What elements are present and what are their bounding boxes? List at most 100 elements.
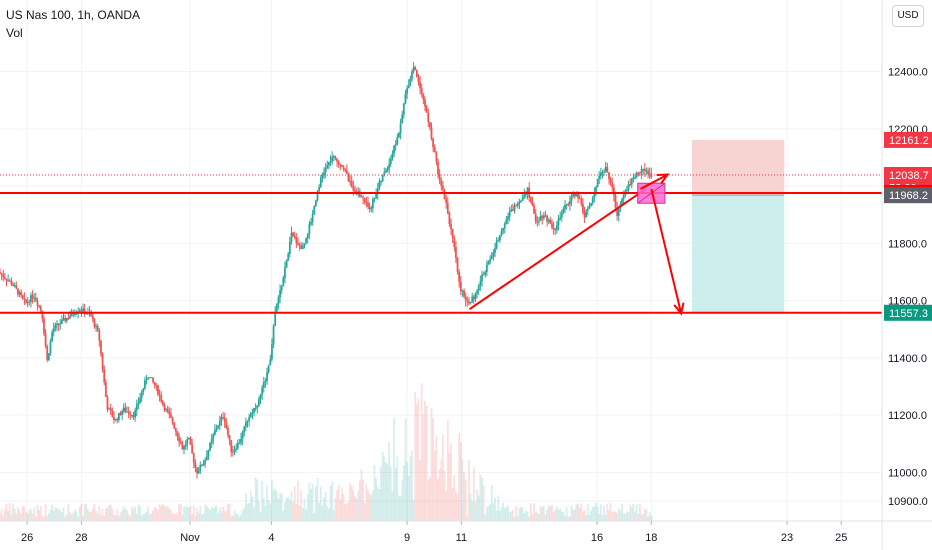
candle-body — [573, 194, 576, 197]
candle-body — [337, 161, 340, 165]
volume-bar — [246, 503, 249, 521]
candle-body — [378, 181, 381, 189]
candle-body — [538, 220, 540, 222]
volume-bar — [520, 506, 522, 521]
candle-body — [419, 82, 422, 89]
candle-body — [258, 399, 260, 406]
volume-bar — [46, 515, 49, 521]
candle-body — [171, 417, 174, 423]
volume-bar — [168, 508, 171, 521]
volume-bar — [572, 509, 575, 521]
candle-body — [503, 223, 506, 229]
volume-bar — [277, 498, 280, 521]
candle-body — [606, 166, 609, 173]
candle-body — [347, 173, 350, 181]
volume-bar — [163, 505, 166, 521]
volume-bar — [214, 506, 216, 521]
candle-body — [547, 219, 550, 222]
candle-body — [562, 209, 565, 213]
x-tick-label: Nov — [180, 532, 200, 544]
volume-bar — [101, 509, 104, 521]
candle-body — [44, 333, 47, 347]
volume-bar — [373, 465, 376, 521]
volume-bar — [383, 456, 386, 521]
volume-bar — [113, 514, 115, 521]
currency-button[interactable]: USD — [892, 5, 924, 27]
candle-body — [148, 377, 151, 379]
candle-body — [181, 443, 184, 450]
price-label: 11968.2 — [889, 190, 928, 202]
volume-bar — [69, 512, 71, 521]
candle-body — [74, 314, 76, 316]
volume-bar — [209, 509, 211, 521]
volume-bar — [186, 506, 189, 521]
candle-body — [402, 103, 405, 115]
volume-bar — [593, 506, 596, 521]
candle-body — [197, 470, 200, 474]
volume-bar — [407, 475, 410, 521]
volume-bar — [609, 503, 612, 521]
volume-bar — [529, 503, 532, 521]
candle-body — [129, 413, 132, 416]
volume-bar — [153, 507, 156, 521]
candle-body — [189, 437, 192, 445]
drawings[interactable] — [0, 173, 882, 316]
candle-body — [371, 199, 374, 209]
volume-bar — [632, 503, 635, 521]
candle-body — [0, 271, 1, 274]
candle-body — [165, 408, 167, 411]
candle-body — [564, 204, 566, 210]
candle-body — [546, 215, 549, 222]
volume-bar — [430, 408, 433, 521]
volume-bar — [10, 514, 13, 521]
volume-bar — [303, 499, 306, 521]
position-tool[interactable] — [692, 139, 785, 313]
volume-bar — [301, 507, 304, 521]
candle-body — [264, 380, 267, 383]
time-axis[interactable]: 26 28 Nov 4 9 11 16 18 23 25 — [0, 520, 932, 544]
candle-body — [409, 78, 412, 86]
candle-body — [192, 453, 195, 463]
volume-bar — [235, 513, 238, 521]
candle-body — [12, 284, 14, 286]
volume-bar — [531, 514, 534, 521]
candle-body — [34, 297, 37, 301]
candle-body — [254, 407, 257, 409]
volume-bar — [586, 503, 589, 521]
candle-body — [295, 237, 298, 244]
volume-bar — [194, 515, 197, 521]
candle-body — [345, 170, 348, 174]
volume-bar — [386, 464, 389, 521]
candle-body — [230, 440, 233, 452]
candle-body — [616, 207, 619, 216]
volume-bar — [639, 503, 641, 521]
volume-bar — [376, 486, 379, 521]
candle-body — [144, 380, 146, 389]
volume-bar — [264, 505, 267, 521]
volume-bar — [117, 515, 120, 521]
candle-body — [310, 222, 312, 225]
candle-body — [534, 213, 537, 222]
candle-body — [46, 346, 49, 360]
price-axis[interactable]: 10900.0 11000.0 11200.0 11400.0 11600.0 11800… — [881, 0, 928, 550]
candle-body — [425, 106, 428, 113]
volume-bar — [388, 441, 391, 521]
candle-body — [627, 184, 630, 190]
candle-body — [217, 425, 220, 429]
candle-body — [228, 434, 231, 441]
volume-bar — [0, 513, 1, 521]
candle-body — [321, 175, 324, 179]
candle-body — [119, 413, 122, 415]
candle-body — [603, 171, 606, 173]
candlesticks — [0, 62, 653, 479]
volume-bar — [469, 493, 472, 521]
volume-bar — [375, 478, 378, 521]
volume-bar — [210, 507, 213, 521]
candle-body — [417, 77, 420, 83]
volume-bar — [52, 510, 55, 521]
volume-bar — [135, 513, 138, 521]
volume-bar — [240, 514, 242, 521]
volume-bar — [13, 508, 16, 521]
volume-bar — [612, 511, 615, 521]
